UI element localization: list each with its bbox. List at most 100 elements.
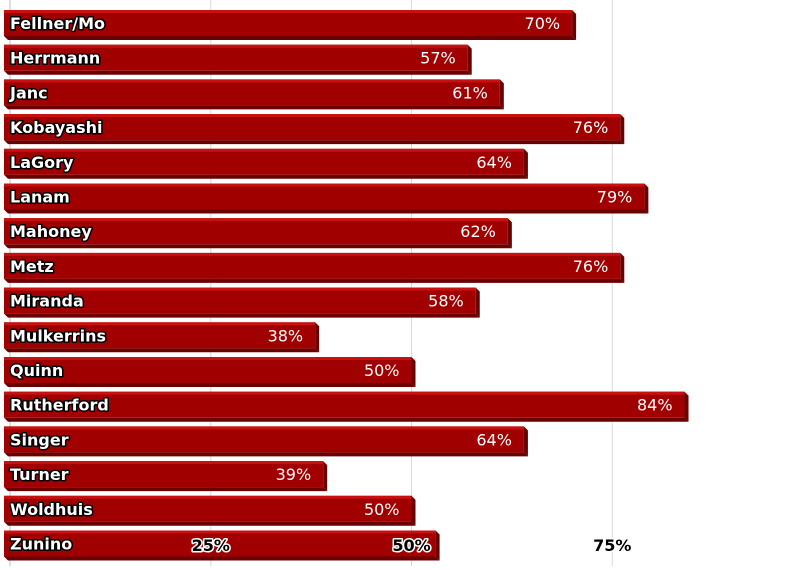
bar-highlight <box>4 148 524 152</box>
bar-highlight <box>4 391 685 395</box>
bar-group: LaGory 64% <box>4 148 528 179</box>
bar-bottom <box>4 140 625 145</box>
bar <box>4 287 476 314</box>
value-label: 76% <box>573 118 609 137</box>
value-label: 61% <box>452 83 488 102</box>
value-label: 70% <box>525 14 561 33</box>
bar-bottom <box>4 556 440 561</box>
value-label: 64% <box>476 153 512 172</box>
bar-group: Lanam 79% <box>4 183 649 214</box>
bar <box>4 183 645 210</box>
value-label: 38% <box>268 326 304 345</box>
category-label: Singer <box>10 430 69 449</box>
bar-side <box>323 461 328 492</box>
bar-bottom <box>4 452 528 457</box>
bar-side <box>644 183 649 214</box>
bar-group: Woldhuis 50% <box>4 495 416 526</box>
bar-group: Miranda 58% <box>4 287 480 318</box>
category-label: Kobayashi <box>10 118 103 137</box>
bar-highlight <box>4 357 412 360</box>
bar-highlight <box>4 426 524 430</box>
bar-group: Mahoney 62% <box>4 218 512 249</box>
bar <box>4 10 573 36</box>
bar <box>4 530 436 557</box>
bar-side <box>620 114 625 145</box>
bar-bottom <box>4 105 504 110</box>
bar-group: Turner 39% <box>4 461 328 492</box>
value-label: 62% <box>460 222 496 241</box>
bar <box>4 391 685 418</box>
category-label: Woldhuis <box>10 500 93 519</box>
bar-side <box>411 357 416 387</box>
bar <box>4 44 468 71</box>
bar-side <box>523 426 528 457</box>
bar-side <box>523 148 528 179</box>
bar <box>4 148 524 175</box>
bar-bottom <box>4 383 416 387</box>
bar-bottom <box>4 209 649 214</box>
bar <box>4 252 621 279</box>
bar <box>4 495 412 522</box>
bar-group: Janc 61% <box>4 79 504 110</box>
category-label: Janc <box>9 83 48 102</box>
category-label: Zunino <box>10 535 72 554</box>
category-label: Fellner/Mo <box>10 14 105 33</box>
bar-bottom <box>4 487 328 492</box>
bar-group: Metz 76% <box>4 252 625 283</box>
x-tick-label: 25% <box>192 536 230 555</box>
bar-highlight <box>4 322 316 326</box>
value-label: 79% <box>597 188 633 207</box>
bar-group: Quinn 50% <box>4 357 416 387</box>
bar-group: Kobayashi 76% <box>4 114 625 145</box>
category-label: Turner <box>10 465 69 484</box>
value-label: 64% <box>476 430 512 449</box>
category-label: Herrmann <box>10 49 100 68</box>
bar-side <box>684 391 689 422</box>
bar-group: Rutherford 84% <box>4 391 689 422</box>
bar-highlight <box>4 218 508 222</box>
bar-side <box>499 79 504 110</box>
value-label: 58% <box>428 292 464 311</box>
bar-bottom <box>4 278 625 283</box>
bar-group: Fellner/Mo 70% <box>4 10 577 40</box>
bar-bottom <box>4 174 528 179</box>
category-label: Lanam <box>10 188 70 207</box>
bar-highlight <box>4 287 476 291</box>
bar-side <box>435 530 440 561</box>
bar <box>4 218 508 245</box>
value-label: 84% <box>637 396 673 415</box>
bar-side <box>507 218 512 249</box>
bar-side <box>315 322 320 353</box>
bar <box>4 426 524 453</box>
x-tick-label: 75% <box>593 536 631 555</box>
x-tick-label: 50% <box>392 536 430 555</box>
category-label: Rutherford <box>10 396 109 415</box>
category-label: Miranda <box>10 292 84 311</box>
category-label: Mahoney <box>10 222 92 241</box>
value-label: 39% <box>276 465 312 484</box>
x-axis-ticks: 25% 50% 75% <box>190 535 633 557</box>
bar-group: Mulkerrins 38% <box>4 322 320 353</box>
bar <box>4 322 316 349</box>
bar-side <box>475 287 480 318</box>
bar-group: Herrmann 57% <box>4 44 472 75</box>
category-label: Metz <box>10 257 54 276</box>
bar <box>4 114 621 141</box>
bar-highlight <box>4 44 468 48</box>
bar-highlight <box>4 10 573 13</box>
bar-side <box>411 495 416 526</box>
value-label: 50% <box>364 361 400 380</box>
bars: Fellner/Mo 70% Herrmann 57% Janc 61% Kobayashi… <box>4 10 689 561</box>
value-label: 50% <box>364 500 400 519</box>
bar-bottom <box>4 417 689 422</box>
bar <box>4 357 412 383</box>
bar-highlight <box>4 252 621 256</box>
category-label: LaGory <box>10 153 74 172</box>
bar-side <box>467 44 472 75</box>
bar-bottom <box>4 521 416 526</box>
value-label: 57% <box>420 49 456 68</box>
bar <box>4 461 324 488</box>
bar-group: Zunino <box>4 530 440 561</box>
